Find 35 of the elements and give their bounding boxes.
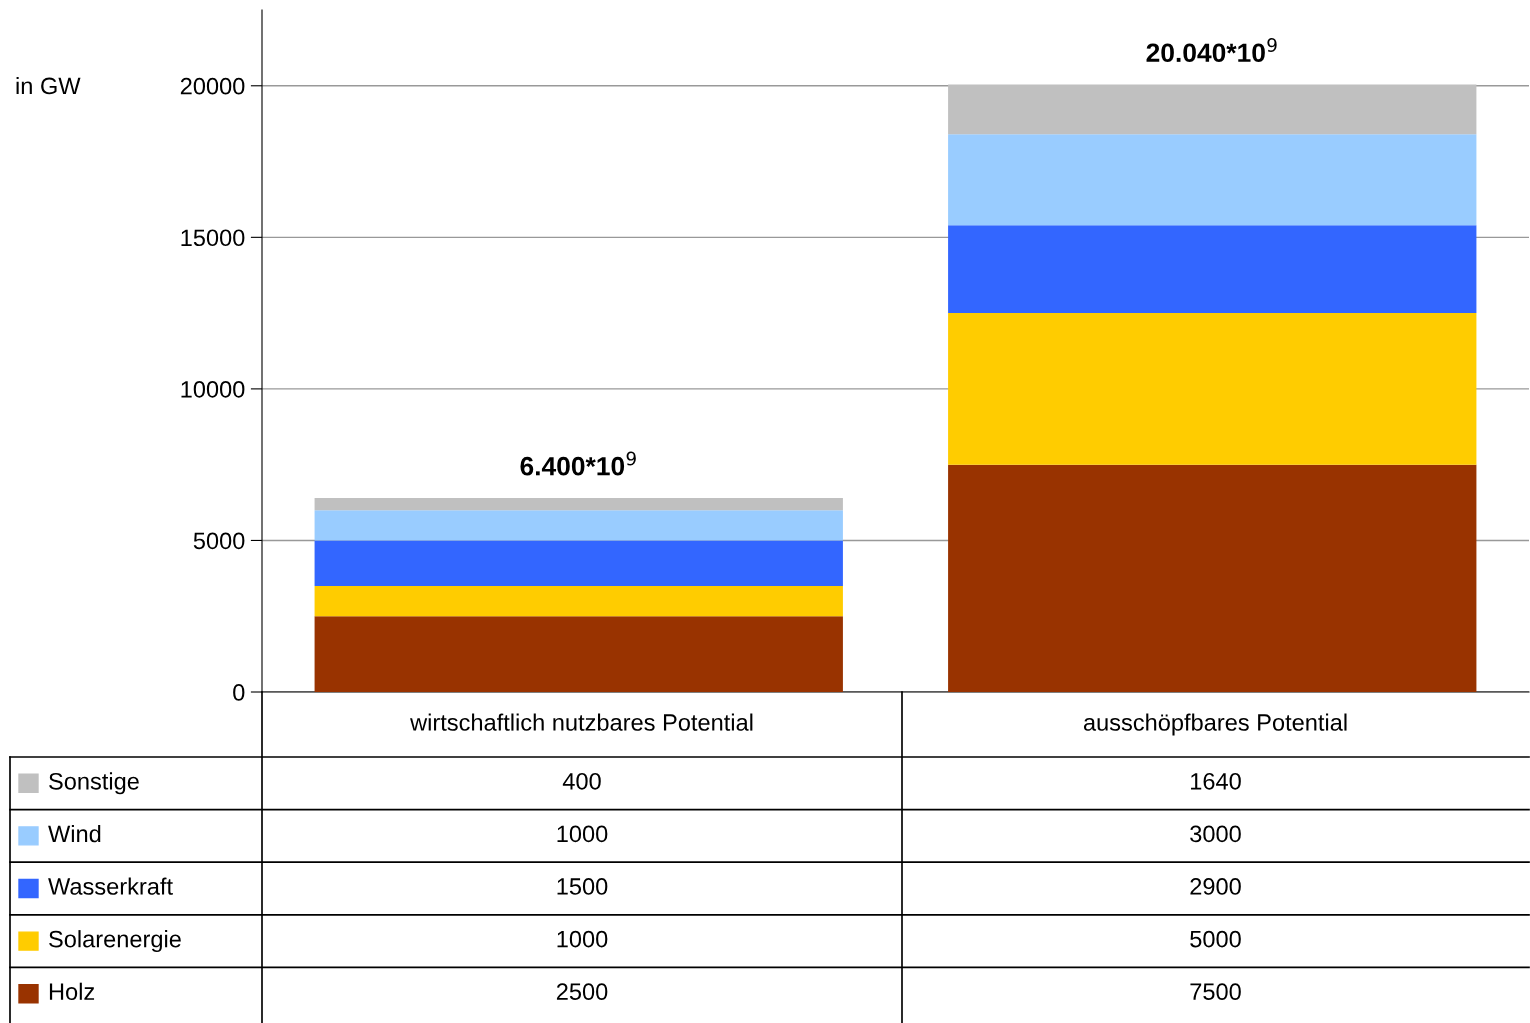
data-label: 2500 [556, 983, 608, 1001]
y-tick-label: 20000 [180, 77, 245, 95]
legend-label: Wind [48, 824, 101, 843]
bar [314, 540, 843, 586]
legend-label: Sonstige [49, 772, 139, 795]
x-tick-label: wirtschaftlich nutzbares Potential [410, 713, 753, 731]
total-label: 20.040*10$^{9}$ [1146, 38, 1277, 63]
bar [948, 134, 1477, 226]
data-label: 1000 [557, 930, 608, 948]
bar [948, 313, 1477, 465]
data-label: 3000 [1190, 825, 1241, 843]
total-label: 6.400*10$^{9}$ [520, 451, 636, 476]
y-tick-label: 0 [233, 684, 245, 701]
data-label: 1500 [557, 878, 608, 895]
y-tick-label: 5000 [193, 532, 245, 550]
y-tick-label: 10000 [181, 380, 245, 398]
bar [314, 510, 843, 541]
legend-label: Solarenergie [49, 930, 181, 953]
x-tick-label: ausschöpfbares Potential [1083, 713, 1347, 736]
data-label: 5000 [1190, 930, 1241, 948]
y-axis-title: in GW [16, 77, 81, 95]
legend-label: Wasserkraft [48, 877, 173, 895]
data-label: 400 [562, 772, 601, 790]
y-tick-label: 15000 [181, 229, 245, 247]
data-label: 7500 [1190, 983, 1241, 1001]
bar [314, 498, 843, 511]
bar [948, 84, 1477, 135]
data-label: 2900 [1190, 878, 1241, 895]
bar [948, 225, 1477, 314]
bar [314, 585, 843, 617]
legend-label: Holz [49, 982, 95, 1001]
data-label: 1640 [1191, 772, 1241, 790]
data-label: 1000 [557, 825, 608, 843]
bar [314, 616, 843, 692]
bar [948, 464, 1477, 692]
